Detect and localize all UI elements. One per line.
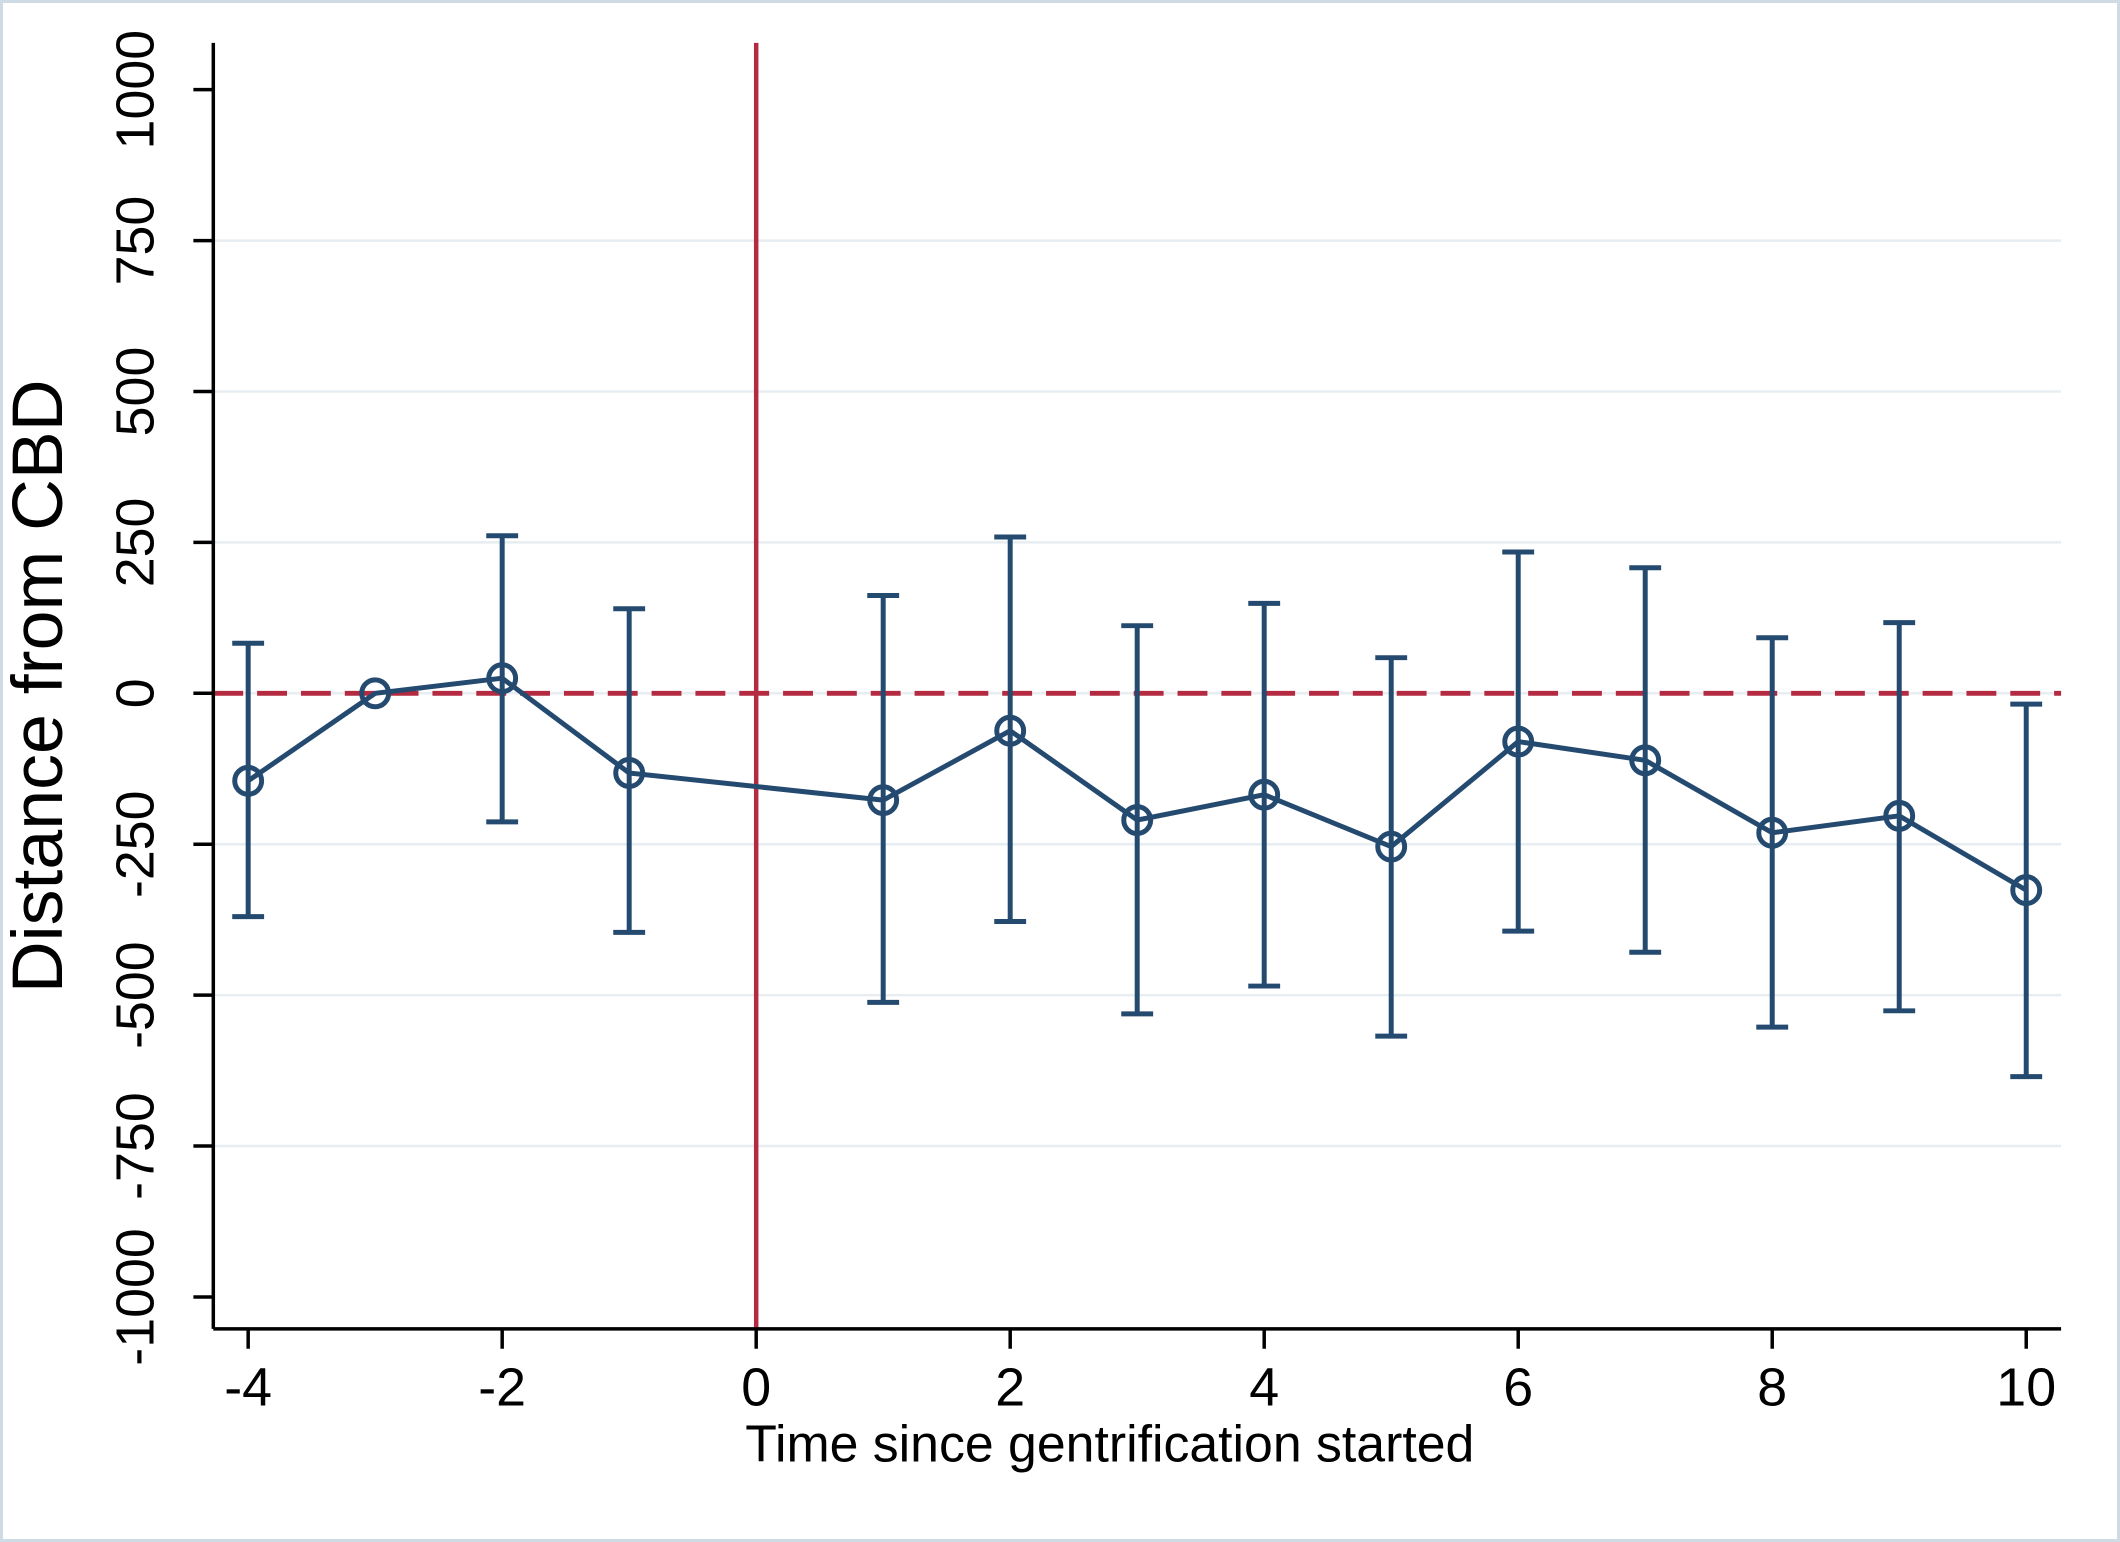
y-tick-label: -250 bbox=[106, 790, 166, 898]
y-tick-label: 750 bbox=[106, 196, 166, 286]
y-tick-label: -1000 bbox=[106, 1228, 166, 1366]
x-tick-label: 10 bbox=[1996, 1358, 2056, 1418]
y-axis-title: Distance from CBD bbox=[3, 380, 78, 994]
axes-layer bbox=[193, 42, 2062, 1349]
data-point-marker bbox=[1375, 830, 1408, 863]
data-point-marker bbox=[2010, 874, 2043, 907]
error-bar bbox=[2010, 701, 2043, 1080]
data-point-marker bbox=[486, 662, 519, 695]
data-point-marker bbox=[1883, 799, 1916, 832]
y-tick-label: -500 bbox=[106, 941, 166, 1049]
y-tick-label: 500 bbox=[106, 347, 166, 437]
data-point-marker bbox=[867, 784, 900, 817]
data-point-marker bbox=[994, 714, 1027, 747]
data-point-marker bbox=[232, 764, 265, 797]
data-point-marker bbox=[1502, 725, 1535, 758]
data-point-marker bbox=[1756, 816, 1789, 849]
y-tick-label: 250 bbox=[106, 498, 166, 588]
data-point-marker bbox=[1629, 744, 1662, 777]
x-tick-label: 8 bbox=[1757, 1358, 1787, 1418]
data-point-marker bbox=[359, 677, 392, 710]
data-layer bbox=[232, 533, 2043, 1080]
x-tick-label: 4 bbox=[1249, 1358, 1279, 1418]
data-point-marker bbox=[1248, 778, 1281, 811]
x-tick-label: -4 bbox=[224, 1358, 272, 1418]
x-tick-label: -2 bbox=[478, 1358, 526, 1418]
y-tick-label: -750 bbox=[106, 1092, 166, 1200]
x-tick-label: 0 bbox=[741, 1358, 771, 1418]
x-axis-title: Time since gentrification started bbox=[745, 1414, 1474, 1472]
event-study-chart: 1000 750 500 250 0 -250 -500 -750 -1000 -4 -2 0 2 4 6 8… bbox=[3, 30, 2062, 1472]
y-tick-label: 1000 bbox=[106, 30, 166, 150]
series-line bbox=[246, 675, 2028, 893]
x-tick-label: 2 bbox=[995, 1358, 1025, 1418]
x-tick-label: 6 bbox=[1503, 1358, 1533, 1418]
tick-labels-layer: 1000 750 500 250 0 -250 -500 -750 -1000 -4 -2 0 2 4 6 8… bbox=[106, 30, 2057, 1418]
data-point-marker bbox=[1121, 804, 1154, 837]
y-tick-label: 0 bbox=[106, 678, 166, 708]
data-point-marker bbox=[613, 757, 646, 789]
